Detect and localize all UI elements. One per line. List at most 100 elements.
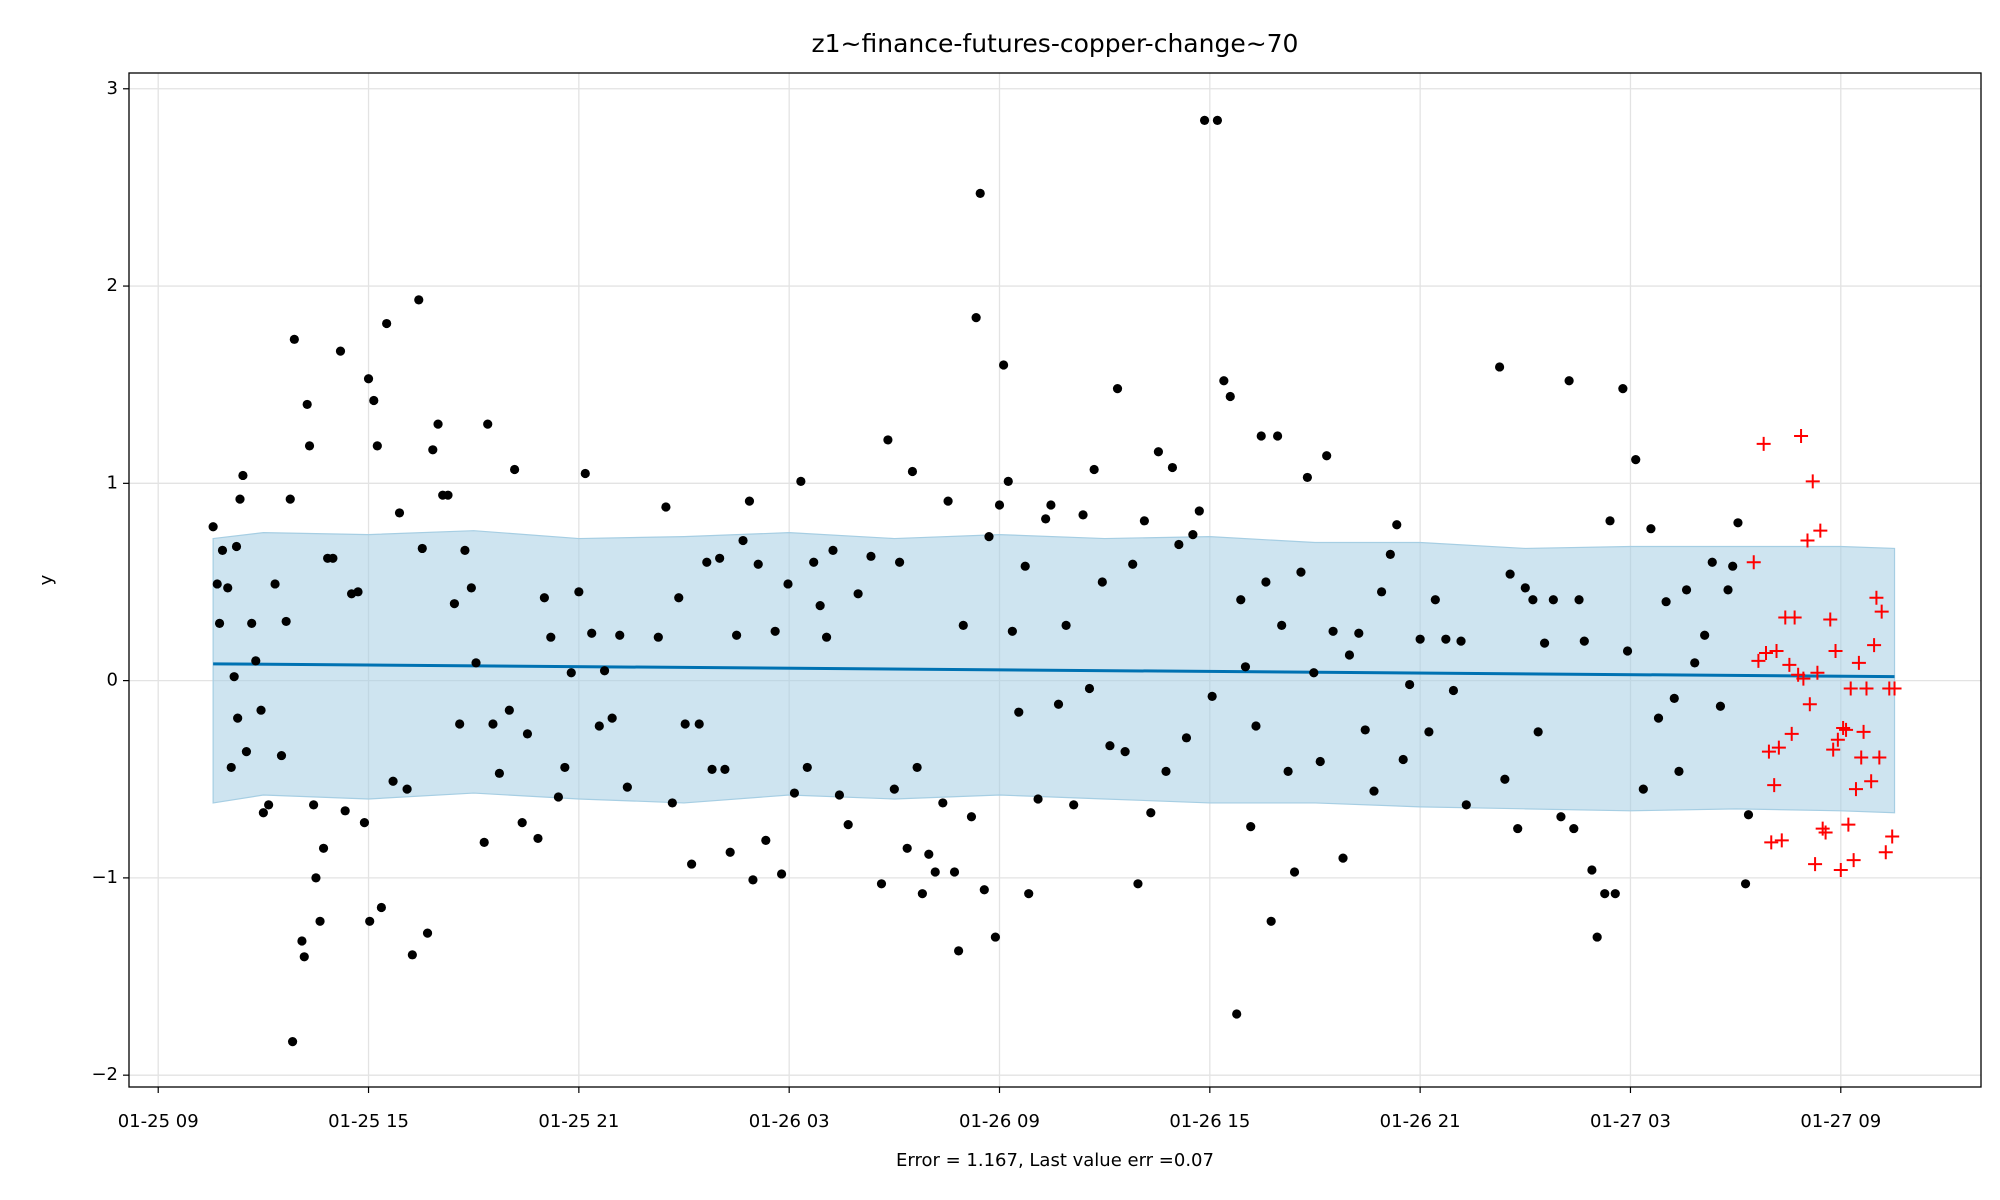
data-point [302, 399, 312, 410]
data-point [715, 553, 725, 563]
data-point [455, 719, 465, 729]
forecast-point [1769, 644, 1784, 659]
forecast-point [1885, 829, 1900, 844]
data-point [533, 833, 543, 844]
forecast-point [1800, 533, 1815, 548]
data-point [966, 812, 977, 822]
forecast-point [1867, 638, 1882, 653]
data-point [1302, 472, 1312, 483]
data-point [815, 601, 825, 611]
data-point [661, 502, 671, 512]
data-point [382, 318, 392, 329]
data-point [1494, 362, 1505, 372]
data-point [546, 632, 556, 642]
data-point [876, 879, 887, 889]
data-point [789, 788, 800, 798]
data-point [1283, 766, 1293, 776]
data-point [783, 579, 793, 589]
data-point [394, 508, 405, 518]
data-point [407, 950, 417, 960]
data-point [776, 869, 787, 879]
data-point [1398, 754, 1408, 765]
data-point [1728, 561, 1738, 571]
data-point [725, 847, 735, 857]
data-point [328, 553, 338, 563]
data-point [1556, 812, 1566, 822]
chart-title: z1~finance-futures-copper-change~70 [812, 29, 1299, 58]
forecast-point [1851, 655, 1866, 670]
data-point [889, 784, 899, 794]
data-point [1289, 867, 1300, 877]
data-point [744, 496, 755, 506]
data-point [353, 587, 363, 597]
data-point [376, 902, 386, 913]
forecast-point [1746, 555, 1761, 570]
forecast-point [1830, 732, 1845, 747]
forecast-point [1767, 778, 1782, 793]
forecast-point [1872, 750, 1887, 765]
data-point [304, 441, 315, 451]
data-point [238, 470, 248, 481]
data-point [1069, 800, 1079, 810]
data-point [223, 583, 233, 593]
forecast-point [1764, 835, 1779, 850]
data-point [1500, 774, 1510, 784]
data-point [1564, 376, 1574, 386]
data-point [270, 579, 280, 589]
forecast-point [1823, 612, 1838, 627]
data-point [1690, 658, 1700, 668]
y-tick-label: −2 [91, 1064, 118, 1085]
data-point [753, 559, 763, 569]
data-point [335, 346, 346, 356]
data-point [318, 843, 329, 853]
data-point [802, 762, 812, 773]
data-point [1225, 391, 1235, 402]
forecast-point [1818, 825, 1833, 840]
forecast-point [1751, 653, 1766, 668]
data-point [990, 932, 1001, 942]
data-point [1461, 800, 1471, 810]
forecast-point [1794, 428, 1809, 443]
data-point [1007, 626, 1017, 636]
data-point [979, 885, 989, 895]
data-point [1360, 725, 1370, 735]
data-point [580, 468, 590, 479]
data-point [902, 843, 912, 853]
y-tick-label: −1 [91, 867, 118, 888]
data-point [702, 557, 712, 567]
data-point [1033, 794, 1043, 804]
data-point [460, 545, 470, 556]
data-point [1622, 646, 1633, 656]
data-point [340, 806, 350, 816]
data-point [231, 541, 242, 552]
data-point [984, 531, 994, 542]
data-point [1669, 693, 1679, 703]
data-point [494, 768, 504, 778]
forecast-point [1828, 644, 1843, 659]
data-point [1153, 447, 1164, 457]
data-point [372, 441, 382, 451]
data-point [938, 798, 948, 808]
data-point [241, 747, 252, 757]
data-point [1539, 638, 1550, 648]
x-tick-label: 01-25 21 [538, 1111, 619, 1132]
data-point [975, 188, 985, 198]
trend-line [213, 662, 1895, 679]
data-point [1707, 557, 1717, 567]
data-point [1277, 620, 1287, 630]
data-point [1681, 585, 1692, 595]
data-point [1188, 530, 1198, 540]
data-point [1528, 595, 1538, 605]
data-point [1338, 853, 1348, 863]
forecast-point [1808, 857, 1823, 872]
data-point [1415, 634, 1425, 644]
forecast-point [1843, 681, 1858, 696]
forecast-point [1810, 665, 1825, 680]
data-point [299, 952, 309, 962]
data-point [1600, 889, 1610, 899]
data-point [466, 583, 476, 593]
data-point [297, 936, 307, 946]
data-point [1089, 464, 1099, 475]
data-point [483, 419, 493, 429]
data-point [653, 632, 663, 642]
